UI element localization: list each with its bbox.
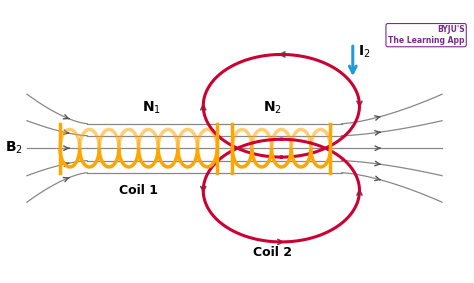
- Text: Coil 2: Coil 2: [253, 245, 292, 258]
- Text: B$_2$: B$_2$: [5, 140, 22, 156]
- Text: I$_2$: I$_2$: [358, 43, 371, 60]
- Text: N$_1$: N$_1$: [142, 100, 162, 116]
- Text: Coil 1: Coil 1: [119, 184, 158, 197]
- Text: BYJU'S
The Learning App: BYJU'S The Learning App: [388, 25, 465, 45]
- Text: N$_2$: N$_2$: [263, 100, 282, 116]
